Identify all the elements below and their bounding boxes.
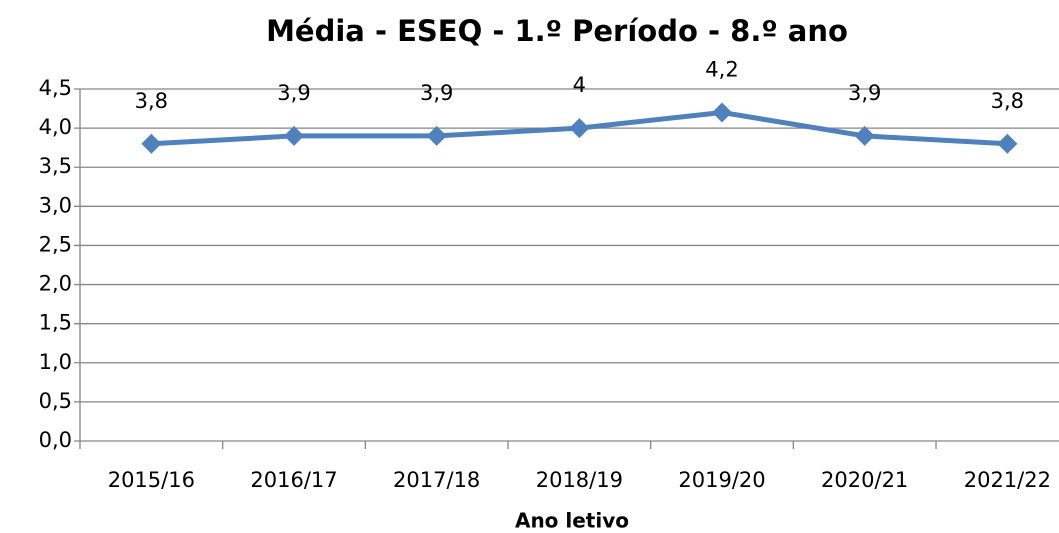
y-tick-label: 3,5 xyxy=(39,154,72,178)
y-tick-label: 0,5 xyxy=(39,389,72,413)
data-label: 3,9 xyxy=(277,81,310,105)
marker xyxy=(426,125,447,146)
marker xyxy=(854,125,875,146)
y-tick-label: 4,5 xyxy=(39,76,72,100)
x-axis-title: Ano letivo xyxy=(515,509,629,533)
data-label: 3,8 xyxy=(991,89,1024,113)
x-tick-label: 2020/21 xyxy=(821,468,908,492)
x-tick-label: 2019/20 xyxy=(678,468,765,492)
marker xyxy=(569,118,590,139)
x-tick-label: 2017/18 xyxy=(393,468,480,492)
data-label: 3,9 xyxy=(420,81,453,105)
y-tick-label: 1,0 xyxy=(39,350,72,374)
y-tick-label: 3,0 xyxy=(39,193,72,217)
x-tick-label: 2018/19 xyxy=(536,468,623,492)
marker xyxy=(284,125,305,146)
x-tick-label: 2021/22 xyxy=(964,468,1051,492)
data-label: 4,2 xyxy=(705,57,738,81)
x-tick-label: 2016/17 xyxy=(250,468,337,492)
y-tick-label: 2,0 xyxy=(39,272,72,296)
x-tick-label: 2015/16 xyxy=(108,468,195,492)
marker xyxy=(997,133,1018,154)
chart-title: Média - ESEQ - 1.º Período - 8.º ano xyxy=(266,14,848,48)
data-label: 3,8 xyxy=(135,89,168,113)
y-tick-label: 4,0 xyxy=(39,115,72,139)
data-label: 3,9 xyxy=(848,81,881,105)
y-tick-label: 2,5 xyxy=(39,232,72,256)
marker xyxy=(141,133,162,154)
marker xyxy=(712,102,733,123)
y-tick-label: 1,5 xyxy=(39,311,72,335)
y-tick-label: 0,0 xyxy=(39,428,72,452)
data-label: 4 xyxy=(573,73,586,97)
